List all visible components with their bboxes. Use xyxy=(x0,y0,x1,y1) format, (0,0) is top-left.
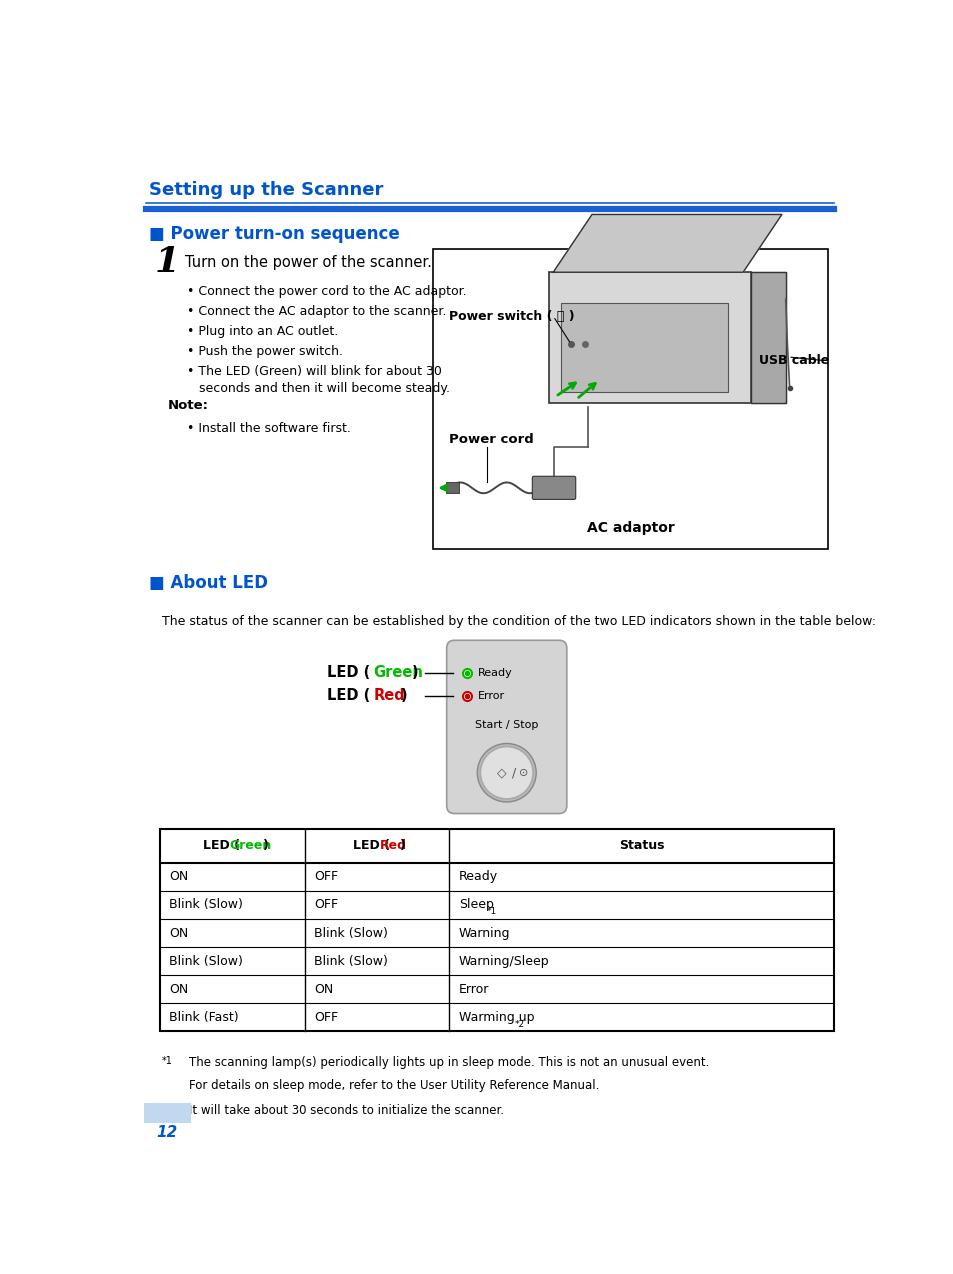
Bar xyxy=(433,250,827,549)
Text: OFF: OFF xyxy=(314,1010,337,1024)
Text: ON: ON xyxy=(169,982,188,996)
Polygon shape xyxy=(553,214,781,273)
Text: 1: 1 xyxy=(154,245,180,279)
Text: Green: Green xyxy=(230,840,272,852)
Text: Red: Red xyxy=(379,840,407,852)
Text: Note:: Note: xyxy=(167,399,208,413)
Text: • Install the software first.: • Install the software first. xyxy=(187,423,351,436)
Text: AC adaptor: AC adaptor xyxy=(586,521,674,535)
Text: Warning: Warning xyxy=(458,926,510,940)
Text: For details on sleep mode, refer to the User Utility Reference Manual.: For details on sleep mode, refer to the … xyxy=(189,1079,598,1092)
Polygon shape xyxy=(750,273,785,403)
Text: Green: Green xyxy=(373,665,423,680)
Text: Power switch ( ⏻ ): Power switch ( ⏻ ) xyxy=(448,310,574,322)
Text: It will take about 30 seconds to initialize the scanner.: It will take about 30 seconds to initial… xyxy=(189,1103,503,1117)
Circle shape xyxy=(476,744,536,803)
Text: Ready: Ready xyxy=(458,870,497,883)
Text: Sleep: Sleep xyxy=(458,898,493,911)
Text: • Connect the power cord to the AC adaptor.: • Connect the power cord to the AC adapt… xyxy=(187,285,467,298)
Bar xyxy=(560,303,727,391)
Text: ON: ON xyxy=(169,870,188,883)
Text: Setting up the Scanner: Setting up the Scanner xyxy=(149,181,383,199)
Text: USB cable: USB cable xyxy=(758,354,828,367)
Text: Blink (Slow): Blink (Slow) xyxy=(314,954,387,968)
Bar xyxy=(144,1103,191,1124)
Text: Warming up: Warming up xyxy=(458,1010,534,1024)
Text: Status: Status xyxy=(618,840,663,852)
Text: Blink (Slow): Blink (Slow) xyxy=(169,954,242,968)
Text: *1: *1 xyxy=(162,1056,172,1066)
Text: Error: Error xyxy=(458,982,489,996)
Text: ): ) xyxy=(263,840,269,852)
Text: ⊙: ⊙ xyxy=(518,768,528,777)
Text: LED (: LED ( xyxy=(202,840,239,852)
Text: Blink (Fast): Blink (Fast) xyxy=(169,1010,238,1024)
FancyBboxPatch shape xyxy=(549,273,750,403)
Text: The scanning lamp(s) periodically lights up in sleep mode. This is not an unusua: The scanning lamp(s) periodically lights… xyxy=(189,1056,709,1069)
Bar xyxy=(159,829,833,1032)
Text: Start / Stop: Start / Stop xyxy=(475,720,537,730)
FancyBboxPatch shape xyxy=(446,641,566,814)
Text: ◇: ◇ xyxy=(496,766,506,780)
Circle shape xyxy=(480,747,533,799)
Text: *2: *2 xyxy=(514,1020,524,1029)
Text: /: / xyxy=(511,766,516,780)
Text: ): ) xyxy=(400,688,407,703)
Bar xyxy=(446,483,458,493)
Text: OFF: OFF xyxy=(314,870,337,883)
Text: ON: ON xyxy=(314,982,333,996)
Text: 12: 12 xyxy=(156,1125,178,1140)
Text: Power cord: Power cord xyxy=(448,433,533,446)
Text: ■ Power turn-on sequence: ■ Power turn-on sequence xyxy=(149,224,399,243)
Text: Warning/Sleep: Warning/Sleep xyxy=(458,954,549,968)
FancyBboxPatch shape xyxy=(532,476,575,499)
Text: Red: Red xyxy=(373,688,405,703)
Text: Blink (Slow): Blink (Slow) xyxy=(314,926,387,940)
Text: seconds and then it will become steady.: seconds and then it will become steady. xyxy=(199,382,450,395)
Text: • Connect the AC adaptor to the scanner.: • Connect the AC adaptor to the scanner. xyxy=(187,306,446,318)
Text: • The LED (Green) will blink for about 30: • The LED (Green) will blink for about 3… xyxy=(187,366,442,378)
Text: LED (: LED ( xyxy=(353,840,390,852)
Text: ): ) xyxy=(412,665,418,680)
Text: Ready: Ready xyxy=(477,668,512,678)
Text: Blink (Slow): Blink (Slow) xyxy=(169,898,242,911)
Text: *1: *1 xyxy=(486,907,497,916)
Text: ): ) xyxy=(400,840,406,852)
Text: LED (: LED ( xyxy=(327,688,370,703)
Text: • Plug into an AC outlet.: • Plug into an AC outlet. xyxy=(187,325,338,339)
Text: ■ About LED: ■ About LED xyxy=(149,573,268,591)
Text: • Push the power switch.: • Push the power switch. xyxy=(187,345,343,358)
Text: The status of the scanner can be established by the condition of the two LED ind: The status of the scanner can be establi… xyxy=(162,615,875,628)
Text: ON: ON xyxy=(169,926,188,940)
Text: Error: Error xyxy=(477,691,504,701)
Text: LED (: LED ( xyxy=(327,665,370,680)
Text: *2: *2 xyxy=(162,1103,172,1113)
Text: Turn on the power of the scanner.: Turn on the power of the scanner. xyxy=(185,255,432,270)
Text: OFF: OFF xyxy=(314,898,337,911)
